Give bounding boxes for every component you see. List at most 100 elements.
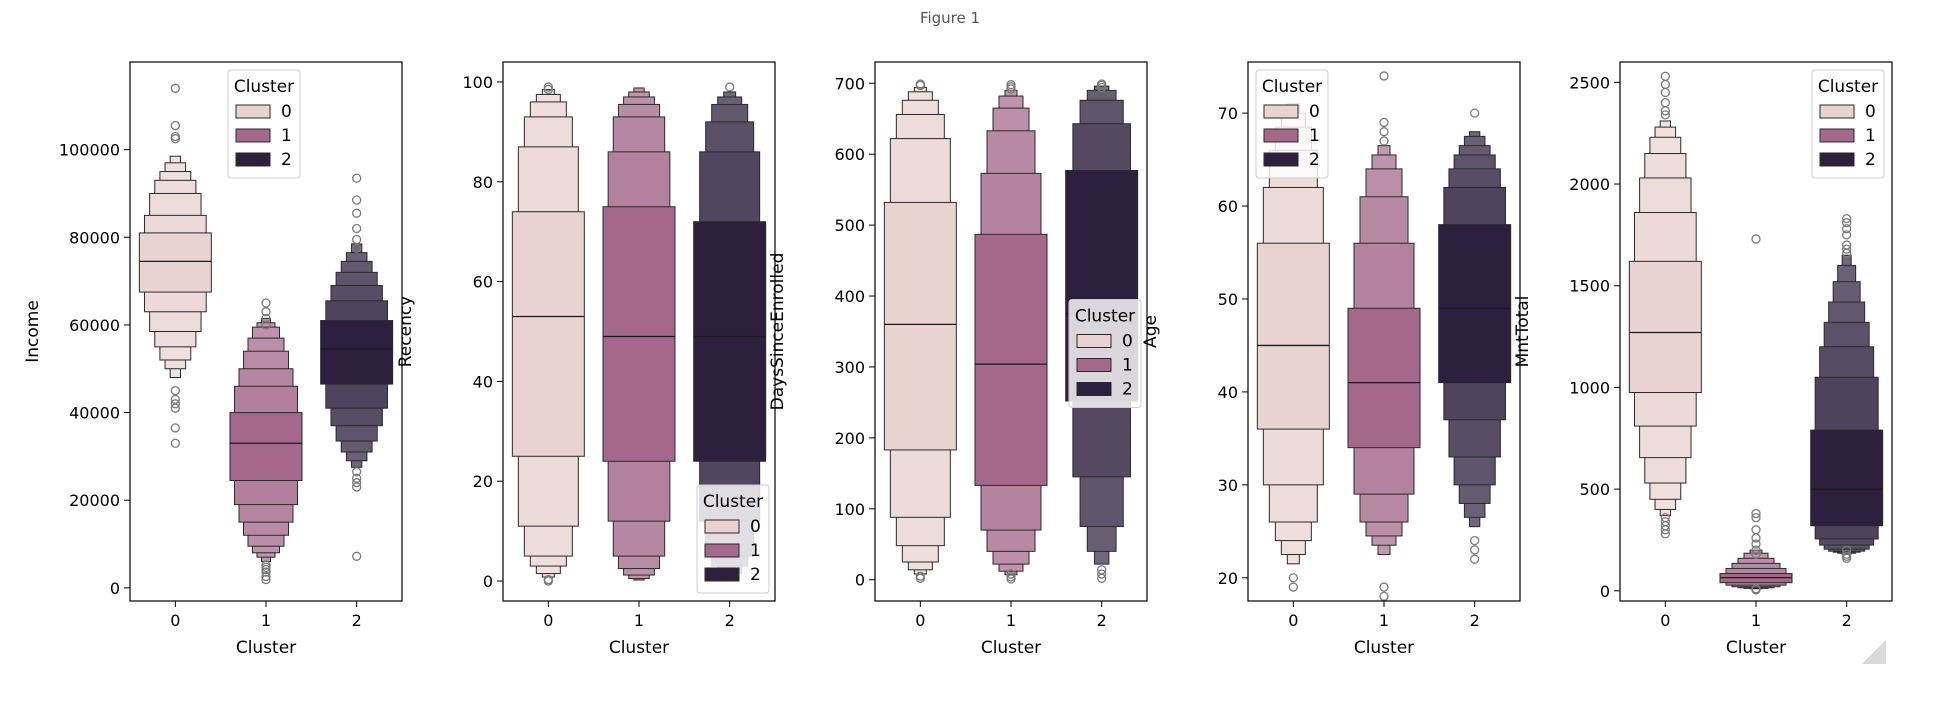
legend-swatch <box>1819 152 1855 167</box>
series-cluster-1 <box>602 87 676 581</box>
y-tick-label: 20 <box>473 472 493 491</box>
legend-label: 2 <box>750 565 761 585</box>
x-axis-label: Cluster <box>236 638 296 658</box>
boxen-box <box>1347 307 1421 449</box>
outlier-point <box>1470 535 1480 546</box>
y-tick-label: 100 <box>834 500 865 519</box>
legend-label: 2 <box>1865 150 1876 170</box>
y-tick-label: 30 <box>1218 476 1238 495</box>
outlier-point <box>352 473 362 483</box>
y-tick-label: 0 <box>1600 582 1610 601</box>
outlier-point <box>170 438 180 448</box>
series-cluster-0 <box>883 79 957 583</box>
outlier-point <box>1660 98 1670 108</box>
outlier-point <box>915 573 925 583</box>
y-tick-label: 400 <box>834 287 865 306</box>
y-tick-label: 20000 <box>69 491 120 510</box>
series-cluster-1 <box>229 298 303 585</box>
series-cluster-0 <box>1628 71 1702 539</box>
legend-swatch <box>1819 128 1855 143</box>
legend-swatch <box>235 128 271 143</box>
outlier-point <box>352 234 362 245</box>
outlier-point <box>261 298 271 308</box>
outlier-point <box>1470 545 1480 555</box>
legend-label: 0 <box>1865 102 1876 122</box>
outlier-point <box>352 173 362 183</box>
x-tick-label: 1 <box>1751 611 1761 630</box>
y-axis-label: Recency <box>396 296 416 368</box>
x-tick-label: 2 <box>725 611 735 630</box>
outlier-point <box>1751 533 1761 543</box>
figure-window-title: Figure 1 <box>919 9 981 27</box>
x-tick-label: 1 <box>634 611 644 630</box>
legend-label: 0 <box>1309 102 1320 122</box>
outlier-point <box>170 83 180 93</box>
outlier-point <box>1751 539 1761 549</box>
x-axis-label: Cluster <box>1354 638 1414 658</box>
legend-label: 1 <box>281 126 292 146</box>
x-tick-label: 2 <box>1842 611 1852 630</box>
outlier-point <box>170 120 180 131</box>
legend-swatch <box>704 543 740 558</box>
outlier-point <box>1006 569 1016 579</box>
legend-swatch <box>1263 104 1299 119</box>
legend-label: 0 <box>281 102 292 122</box>
outlier-point <box>1660 87 1670 98</box>
boxen-box <box>138 232 212 293</box>
outlier-point <box>1660 71 1670 81</box>
x-axis-label: Cluster <box>1726 638 1786 658</box>
legend-swatch <box>1076 334 1112 348</box>
x-tick-label: 0 <box>915 611 925 630</box>
legend-title: Cluster <box>1075 307 1135 327</box>
outlier-point <box>1751 525 1761 535</box>
boxen-box <box>1628 260 1702 394</box>
y-tick-label: 60000 <box>69 316 120 335</box>
outlier-point <box>1842 224 1852 234</box>
legend-swatch <box>1076 358 1112 372</box>
y-tick-label: 40000 <box>69 404 120 423</box>
outlier-point <box>1470 108 1480 118</box>
y-tick-label: 0 <box>483 572 493 591</box>
outlier-point <box>170 134 180 144</box>
boxen-box <box>1256 242 1330 430</box>
y-tick-label: 1500 <box>1569 277 1610 296</box>
legend-label: 1 <box>1309 126 1320 146</box>
boxen-box <box>693 221 767 462</box>
series-cluster-1 <box>1347 71 1421 602</box>
outlier-point <box>1097 569 1107 579</box>
outlier-point <box>352 243 362 253</box>
legend: Cluster 0 1 2 <box>1255 69 1329 179</box>
series-cluster-2 <box>1438 108 1512 564</box>
y-tick-label: 2500 <box>1569 73 1610 92</box>
outlier-point <box>170 403 180 413</box>
legend-title: Cluster <box>703 492 763 512</box>
resize-grip-icon[interactable] <box>1862 640 1886 664</box>
outlier-point <box>1006 574 1016 584</box>
legend-label: 1 <box>1865 126 1876 146</box>
outlier-point <box>543 84 553 95</box>
outlier-point <box>352 478 362 488</box>
boxen-box <box>883 201 957 451</box>
outlier-point <box>170 394 180 405</box>
x-tick-label: 2 <box>352 611 362 630</box>
legend-title: Cluster <box>234 77 294 97</box>
series-cluster-2 <box>320 173 394 561</box>
series-cluster-2 <box>1810 213 1884 563</box>
outlier-point <box>1660 106 1670 116</box>
outlier-point <box>1660 529 1670 539</box>
x-tick-label: 1 <box>1379 611 1389 630</box>
y-tick-label: 0 <box>110 579 120 598</box>
subplot-dayssinceenrolled: 0 100 200 300 400 500 600 700 0 1 2 Cluster DaysSinc… <box>768 61 1148 658</box>
legend-label: 2 <box>281 150 292 170</box>
y-tick-label: 40 <box>473 372 493 391</box>
x-tick-label: 0 <box>1288 611 1298 630</box>
y-tick-label: 500 <box>834 216 865 235</box>
outlier-point <box>352 208 362 218</box>
legend-swatch <box>704 519 740 534</box>
x-tick-label: 2 <box>1097 611 1107 630</box>
legend: Cluster 0 1 2 <box>1811 69 1885 179</box>
outlier-point <box>1842 218 1852 228</box>
legend-swatch <box>1263 152 1299 167</box>
legend-frame <box>1255 69 1329 179</box>
